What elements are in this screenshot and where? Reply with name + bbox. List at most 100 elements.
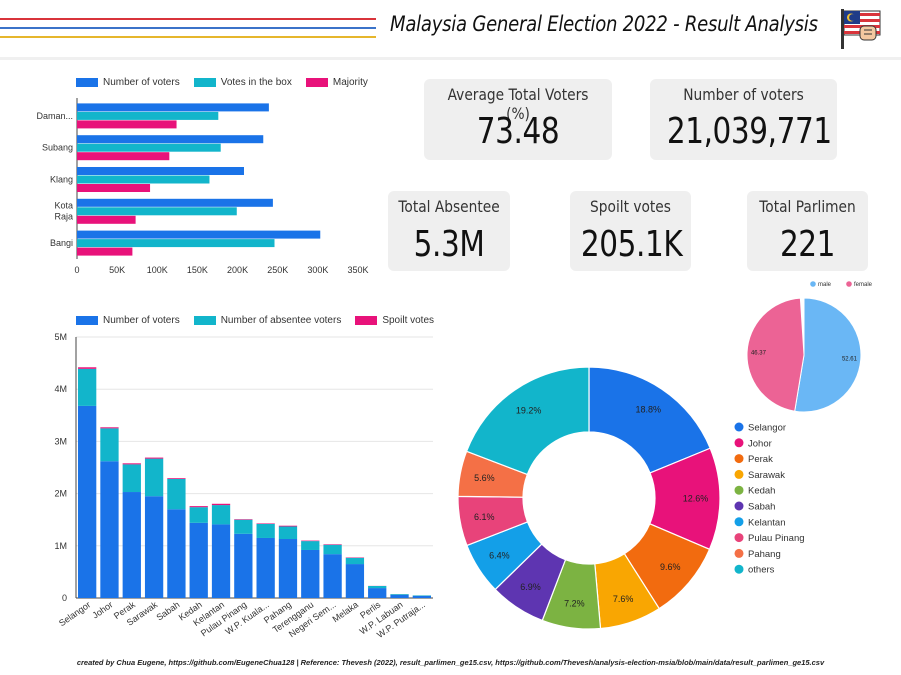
hbar-category-label: Subang	[42, 143, 73, 153]
card-label: Number of voters	[683, 85, 804, 104]
hbar-bar	[77, 198, 273, 207]
gender-legend-label: male	[818, 282, 832, 288]
legend-stacked: Number of voters Number of absentee vote…	[76, 315, 448, 326]
hbar-bar	[77, 184, 151, 192]
hbar-tick-label: 50K	[109, 265, 125, 275]
stacked-bar-segment	[345, 564, 365, 598]
donut-legend-swatch	[734, 517, 744, 527]
donut-value-label: 12.6%	[683, 494, 709, 504]
hbar-category-label: Daman...	[36, 111, 73, 121]
stacked-category-label: Sabah	[154, 599, 181, 622]
footer-credit: created by Chua Eugene, https://github.c…	[76, 658, 825, 667]
stacked-bar-segment	[301, 549, 320, 598]
legend-item: Spoilt votes	[355, 315, 434, 326]
card-total-parlimen: Total Parlimen 221	[747, 191, 868, 271]
gender-pie-slice	[794, 297, 862, 413]
donut-legend-label: Selangor	[748, 423, 786, 434]
stacked-tick-label: 2M	[54, 489, 67, 499]
donut-legend-swatch	[734, 454, 744, 464]
hbar-tick-label: 350K	[347, 265, 368, 275]
stacked-bar-segment	[211, 503, 231, 506]
hbar-bar	[77, 239, 275, 248]
stacked-tick-label: 0	[62, 593, 67, 603]
hbar-bar	[77, 120, 177, 129]
stacked-tick-label: 4M	[54, 384, 67, 394]
stacked-bar-segment	[323, 544, 342, 545]
stacked-bar-segment	[100, 427, 119, 429]
donut-legend-label: Kelantan	[748, 517, 786, 528]
donut-legend-label: Johor	[748, 438, 772, 449]
donut-value-label: 18.8%	[636, 405, 662, 415]
stacked-bar-segment	[189, 507, 208, 523]
donut-legend-label: Pulau Pinang	[748, 533, 805, 544]
hbar-category-label: Bangi	[50, 238, 73, 248]
donut-value-label: 9.6%	[660, 562, 681, 572]
legend-item: Number of voters	[76, 77, 180, 88]
legend-label: Spoilt votes	[382, 315, 435, 326]
stacked-bar-segment	[278, 526, 298, 540]
stacked-category-label: Johor	[90, 599, 114, 620]
legend-swatch	[193, 316, 216, 325]
header-divider	[0, 57, 901, 60]
stacked-bar-segment	[256, 537, 275, 598]
gender-legend-label: female	[854, 282, 873, 288]
stacked-bar-segment	[167, 478, 186, 510]
hbar-bar	[77, 103, 269, 112]
stacked-bar-segment	[144, 457, 164, 459]
stacked-bar-segment	[100, 428, 119, 462]
card-value: 73.48	[476, 111, 560, 152]
stacked-bar-segment	[211, 505, 231, 525]
hbar-bar	[77, 143, 221, 152]
donut-value-label: 6.9%	[520, 582, 541, 592]
donut-slice	[588, 366, 711, 474]
hbar-bar	[77, 207, 237, 216]
donut-value-label: 5.6%	[474, 473, 495, 483]
stacked-bar-segment	[78, 405, 97, 598]
hbar-category-label: Klang	[50, 175, 73, 185]
card-number-of-voters: Number of voters 21,039,771	[650, 79, 837, 160]
stacked-bar-segment	[122, 463, 141, 465]
card-value: 5.3M	[413, 224, 485, 265]
malaysia-flag-fist-icon	[841, 9, 881, 49]
card-value: 221	[779, 224, 836, 265]
gender-legend-swatch	[810, 281, 816, 287]
donut-legend-swatch	[734, 485, 744, 495]
donut-legend-swatch	[734, 533, 744, 543]
donut-legend-swatch	[734, 422, 744, 432]
legend-swatch	[193, 78, 216, 87]
stacked-bar-segment	[189, 522, 208, 598]
legend-item: Number of absentee voters	[193, 315, 341, 326]
stacked-bar-segment	[301, 540, 320, 542]
donut-legend-label: Sarawak	[748, 470, 785, 481]
stacked-bar-segment	[234, 519, 253, 520]
donut-slice	[465, 366, 590, 476]
hbar-bar	[77, 175, 210, 184]
legend-label: Number of voters	[103, 315, 180, 326]
stacked-bar-segment	[412, 595, 431, 598]
stacked-bar-segment	[100, 461, 119, 598]
hbar-tick-label: 100K	[147, 265, 168, 275]
gender-pie-value-label: 52.61	[842, 357, 858, 363]
stacked-bar-segment	[144, 496, 164, 598]
stacked-bar-segment	[78, 367, 97, 369]
stacked-category-label: Selangor	[57, 599, 92, 628]
stacked-bar-segment	[78, 368, 97, 406]
page-title: Malaysia General Election 2022 - Result …	[390, 12, 818, 36]
stacked-bar-segment	[211, 524, 231, 598]
donut-legend-label: Perak	[748, 454, 773, 465]
stacked-bar-segment	[368, 585, 387, 589]
donut-legend-swatch	[734, 501, 744, 511]
stacked-category-label: Melaka	[331, 599, 361, 624]
hbar-tick-label: 150K	[187, 265, 208, 275]
stacked-bar-segment	[256, 523, 275, 524]
stacked-bar-segment	[144, 458, 164, 497]
stacked-bar-segment	[323, 554, 342, 598]
card-total-absentee: Total Absentee 5.3M	[388, 191, 510, 271]
donut-legend-swatch	[734, 469, 744, 479]
gender-pie-value-label: 46.37	[751, 351, 767, 357]
donut-value-label: 7.2%	[564, 598, 585, 608]
stacked-bar-segment	[412, 595, 431, 596]
stacked-bar-segment	[256, 523, 275, 538]
hbar-tick-label: 200K	[227, 265, 248, 275]
stacked-bar-segment	[189, 506, 208, 508]
